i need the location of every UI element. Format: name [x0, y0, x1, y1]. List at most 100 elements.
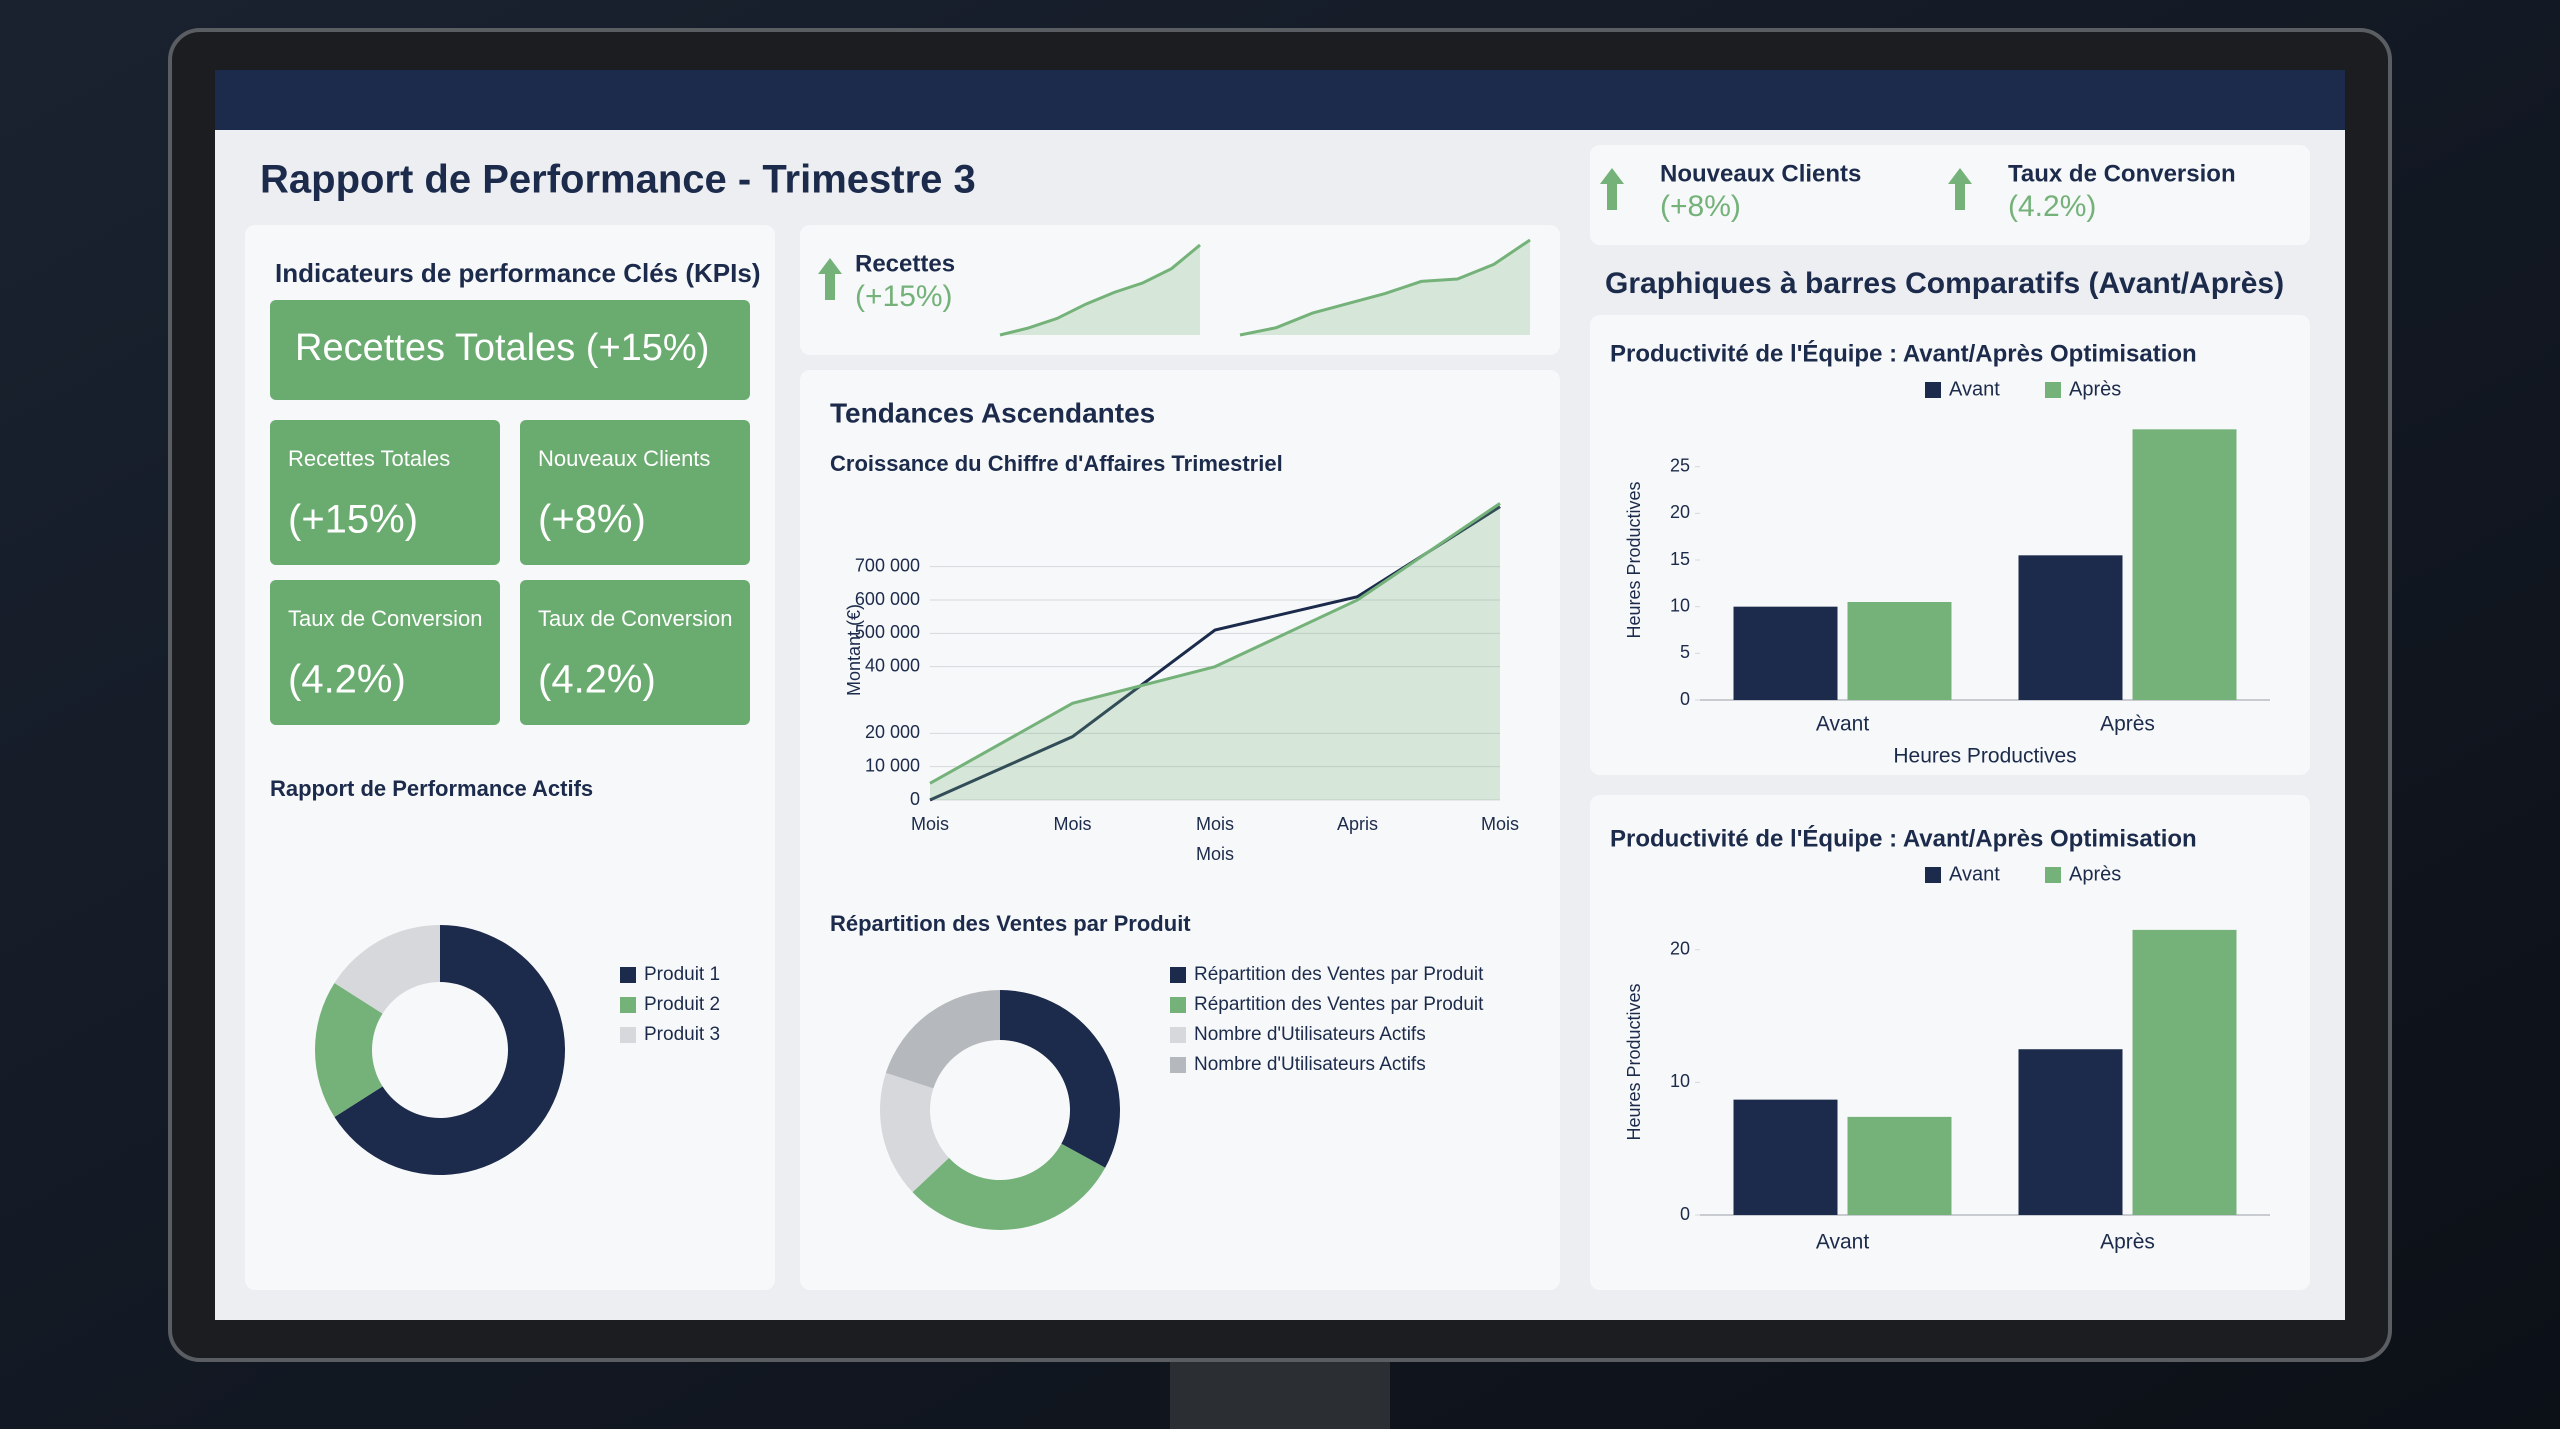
- donut-slice: [912, 1143, 1106, 1231]
- y-tick-label: 0: [910, 789, 920, 809]
- donut-slice: [885, 990, 1000, 1089]
- bar: [1847, 1116, 1952, 1215]
- y-axis-label: Montant (€): [844, 604, 864, 696]
- legend-swatch: [1170, 1057, 1186, 1073]
- y-tick-label: 15: [1670, 549, 1690, 569]
- kpi-value: (4.2%): [288, 658, 406, 702]
- x-tick-label: Mois: [1053, 814, 1091, 834]
- sparkline-area: [1240, 240, 1530, 335]
- x-axis-label: Mois: [1196, 844, 1234, 864]
- chart-title: Productivité de l'Équipe : Avant/Après O…: [1610, 339, 2197, 367]
- legend-swatch: [620, 1027, 636, 1043]
- header-band: [215, 70, 2345, 130]
- dashboard-title: Rapport de Performance - Trimestre 3: [260, 158, 976, 202]
- chart-title: Productivité de l'Équipe : Avant/Après O…: [1610, 824, 2197, 852]
- kpi-card: [520, 420, 750, 565]
- legend-swatch: [1170, 997, 1186, 1013]
- y-tick-label: 10: [1670, 595, 1690, 615]
- kpi-label: Nouveaux Clients: [1660, 160, 1861, 187]
- donut-slice: [334, 925, 565, 1175]
- kpi-card: [270, 420, 500, 565]
- y-tick-label: 10 000: [865, 755, 920, 775]
- sparkline-area: [1000, 245, 1200, 335]
- kpi-label: Taux de Conversion: [2008, 160, 2236, 187]
- y-tick-label: 5: [1680, 642, 1690, 662]
- legend-label: Avant: [1949, 378, 2000, 400]
- legend-label: Nombre d'Utilisateurs Actifs: [1194, 1054, 1426, 1075]
- legend-swatch: [1925, 867, 1941, 883]
- legend-swatch: [2045, 867, 2061, 883]
- y-tick-label: 25: [1670, 455, 1690, 475]
- kpi-label: Nouveaux Clients: [538, 446, 710, 471]
- bar: [2018, 1049, 2123, 1215]
- section-title: Graphiques à barres Comparatifs (Avant/A…: [1605, 267, 2284, 300]
- line-area: [930, 503, 1500, 800]
- legend-swatch: [1170, 1027, 1186, 1043]
- legend-label: Répartition des Ventes par Produit: [1194, 964, 1484, 985]
- legend-label: Produit 3: [644, 1024, 720, 1045]
- x-tick-label: Après: [2100, 1231, 2155, 1254]
- kpi-value: (+15%): [288, 498, 418, 542]
- y-tick-label: 10: [1670, 1071, 1690, 1091]
- chart-title: Répartition des Ventes par Produit: [830, 911, 1191, 936]
- up-arrow: [818, 258, 842, 300]
- donut-slice: [334, 925, 440, 1014]
- x-tick-label: Avant: [1816, 713, 1869, 736]
- bar: [1847, 602, 1952, 700]
- sparkline: [999, 243, 1201, 337]
- legend-label: Répartition des Ventes par Produit: [1194, 994, 1484, 1015]
- y-axis-label: Heures Productives: [1624, 481, 1644, 638]
- bar: [2132, 929, 2237, 1215]
- y-tick-label: 20: [1670, 939, 1690, 959]
- donut-slice: [315, 983, 383, 1117]
- legend-swatch: [1170, 967, 1186, 983]
- section-title: Indicateurs de performance Clés (KPIs): [275, 258, 760, 288]
- legend-swatch: [620, 967, 636, 983]
- y-tick-label: 600 000: [855, 589, 920, 609]
- kpi-card: [270, 300, 750, 400]
- kpi-value: (+15%): [855, 280, 953, 313]
- legend-label: Produit 2: [644, 994, 720, 1015]
- y-tick-label: 20: [1670, 502, 1690, 522]
- up-arrow: [1948, 168, 1972, 210]
- kpi-label: Recettes Totales: [288, 446, 450, 471]
- bar: [2018, 555, 2123, 700]
- x-tick-label: Apris: [1337, 814, 1378, 834]
- x-tick-label: Mois: [1481, 814, 1519, 834]
- kpi-headline: Recettes Totales (+15%): [295, 327, 709, 369]
- y-tick-label: 20 000: [865, 722, 920, 742]
- y-tick-label: 700 000: [855, 555, 920, 575]
- donut-slice: [1000, 990, 1121, 1168]
- monitor-stand: [1170, 1355, 1390, 1429]
- kpi-label: Recettes: [855, 250, 955, 277]
- y-tick-label: 40 000: [865, 655, 920, 675]
- legend-label: Après: [2069, 863, 2121, 885]
- bar: [1733, 606, 1838, 700]
- kpi-value: (+8%): [538, 498, 646, 542]
- kpi-value: (4.2%): [2008, 190, 2096, 223]
- kpi-label: Taux de Conversion: [538, 606, 732, 631]
- line: [929, 502, 1501, 785]
- legend-swatch: [620, 997, 636, 1013]
- panel: [800, 225, 1560, 355]
- panel: [1590, 145, 2310, 245]
- legend-label: Après: [2069, 378, 2121, 400]
- x-tick-label: Mois: [1196, 814, 1234, 834]
- y-tick-label: 0: [1680, 1204, 1690, 1224]
- legend-label: Avant: [1949, 863, 2000, 885]
- bar: [2132, 429, 2237, 700]
- legend-swatch: [2045, 382, 2061, 398]
- donut-slice: [880, 1072, 949, 1193]
- kpi-card: [520, 580, 750, 725]
- chart-title: Rapport de Performance Actifs: [270, 776, 593, 801]
- kpi-value: (+8%): [1660, 190, 1741, 223]
- kpi-label: Taux de Conversion: [288, 606, 482, 631]
- x-tick-label: Mois: [911, 814, 949, 834]
- section-title: Tendances Ascendantes: [830, 397, 1155, 428]
- y-tick-label: 0: [1680, 689, 1690, 709]
- sparkline: [1239, 238, 1531, 337]
- x-tick-label: Avant: [1816, 1231, 1869, 1254]
- bar: [1733, 1099, 1838, 1215]
